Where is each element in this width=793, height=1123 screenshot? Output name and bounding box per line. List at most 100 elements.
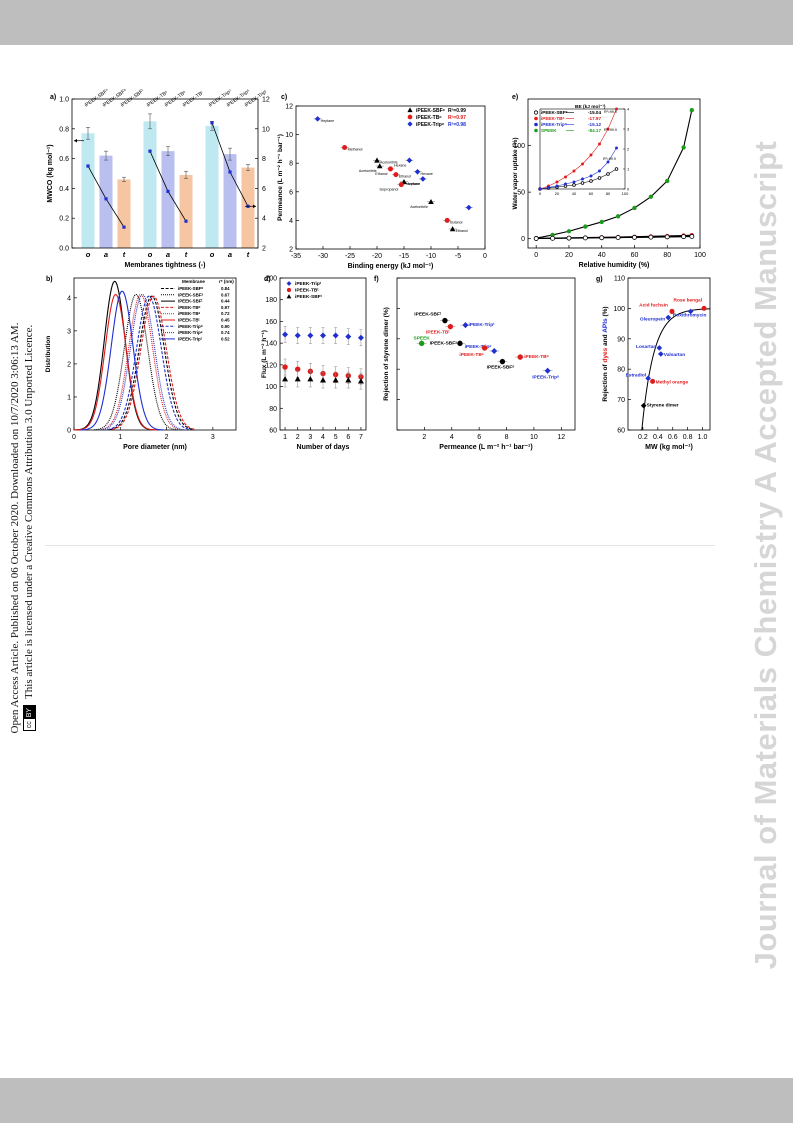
uptake-point [632, 234, 637, 240]
x-tick-label: 6 [346, 434, 350, 441]
inset-point [581, 162, 584, 166]
solvent-label: Acetonitrile [380, 160, 398, 164]
fit-curve [640, 308, 711, 431]
y-axis-label: Distribution [45, 336, 52, 372]
y-axis-label: Rejection of styrene dimer (%) [383, 307, 390, 401]
point-label: iPEEK-Tripᵒ [532, 375, 559, 381]
rejection-point [640, 402, 647, 409]
legend-label: iPEEK-Tripᵒ [178, 324, 203, 329]
y-tick-label: 3 [67, 328, 71, 335]
legend-label: iPEEK-TBᵒ [541, 116, 564, 121]
uptake-point [648, 194, 654, 199]
legend-label: iPEEK-SBFᵃ [178, 292, 203, 297]
distribution-curve [110, 295, 194, 430]
inset-point [564, 182, 567, 186]
legend-marker [407, 114, 413, 120]
y2-tick-label: 6 [262, 186, 266, 193]
y-axis-label: Water vapor uptake (%) [512, 138, 519, 210]
point-label: iPEEK-TBᵃ [459, 352, 483, 358]
flux-point [332, 377, 339, 383]
legend-marker [286, 281, 292, 286]
secondary-point [86, 164, 90, 168]
inset-line [539, 147, 617, 190]
panel-letter: g) [596, 276, 603, 283]
data-point [398, 182, 404, 188]
inset-point [597, 176, 602, 180]
x-tick-label: 3 [308, 434, 312, 441]
x-tick-label: 4 [450, 434, 454, 441]
axis-frame [527, 98, 701, 249]
uptake-point [681, 145, 686, 150]
y-tick-label: 100 [265, 384, 277, 391]
uptake-point [566, 235, 572, 241]
inset-point [598, 169, 601, 173]
chart-d: d) 60 80 100 120 140 160 180 200 1 2 3 4 5 6 7 iPEEK-Tri… [261, 276, 367, 451]
inset-x-tick-label: 20 [555, 191, 560, 196]
flux-point [295, 366, 301, 372]
panel-letter: a) [50, 94, 56, 101]
y2-tick-label: 4 [262, 216, 266, 223]
distribution-curve [98, 293, 183, 431]
legend-label: iPEEK-Tripᵗ [178, 336, 202, 341]
y-axis-label: MWCO (kg mol⁻¹) [47, 144, 54, 202]
y-axis-label-part: Rejection of [602, 363, 609, 402]
rejection-point [418, 340, 425, 347]
data-point [406, 157, 413, 164]
inset-annotation: R²=99.9 [604, 128, 617, 132]
data-point [420, 176, 426, 182]
inset-point [555, 180, 559, 184]
x-axis-label: Pore diameter (nm) [123, 444, 187, 451]
solvent-label: Hexane [421, 172, 433, 176]
legend-be: -84.17 [588, 128, 601, 133]
chart-g: g) 60 70 80 90 100 110 0.2 0.4 0.6 0.8 1.0 Styrene d… [596, 276, 711, 451]
x-axis-label: MW (kg mol⁻¹) [645, 444, 693, 451]
legend-marker [407, 107, 413, 113]
category-label: o [148, 250, 153, 259]
point-label: iPEEK-TBᵗ [426, 330, 450, 336]
legend-r: 0.44 [221, 299, 230, 304]
category-label: o [210, 250, 215, 259]
inset-point [589, 174, 593, 178]
rejection-point [462, 322, 469, 329]
mwco-bar [179, 174, 193, 248]
data-point [428, 199, 434, 205]
chart-a: a)oiPEEK-SBFᵒaiPEEK-SBFᵃtiPEEK-SBFᵗoiPEE… [47, 88, 270, 269]
y-tick-label: 10 [285, 132, 293, 139]
y-tick-label: 12 [285, 104, 293, 111]
x-tick-label: 7 [359, 434, 363, 441]
chart-f: f) 2 4 6 8 10 12 SPEEK iPEEK-SBFᵗ iPEEK-TBᵗ iPEEK-… [374, 276, 576, 451]
legend-marker [286, 287, 292, 293]
y-tick-label: 180 [265, 297, 277, 304]
legend-be: -15.12 [588, 122, 601, 127]
rejection-point [687, 308, 694, 315]
legend-r2: R²=0.98 [448, 122, 466, 128]
y-tick-label: 110 [614, 276, 625, 283]
panel-letter: f) [374, 276, 379, 283]
x-axis-label: Relative humidity (%) [579, 262, 650, 269]
uptake-point [648, 234, 654, 240]
point-label: iPEEK-SBFᵒ [487, 365, 515, 371]
inset-annotation: R²=99.9 [603, 157, 616, 161]
y-tick-label: 60 [269, 428, 277, 435]
x-tick-label: 6 [477, 434, 481, 441]
solvent-label: Ethanol [456, 229, 468, 233]
uptake-point [689, 108, 694, 113]
point-label: Styrene dimer [647, 403, 679, 409]
uptake-point [681, 234, 687, 240]
y-tick-label: 6 [289, 189, 293, 196]
point-label: iPEEK-SBFᵃ [430, 340, 458, 346]
arrow-left-icon [74, 138, 77, 143]
solvent-label: Butanol [450, 220, 462, 224]
inset-x-tick-label: 40 [572, 191, 577, 196]
data-point [414, 168, 421, 175]
inset-point [606, 172, 610, 176]
inset-point [606, 160, 610, 164]
axis-frame [396, 277, 576, 431]
inset-point [538, 187, 542, 191]
y-tick-label: 0 [67, 428, 71, 435]
legend-label: iPEEK-SBFᵒ [178, 286, 203, 291]
uptake-point [582, 235, 588, 241]
inset-point [581, 177, 584, 181]
inset-point [547, 185, 550, 189]
